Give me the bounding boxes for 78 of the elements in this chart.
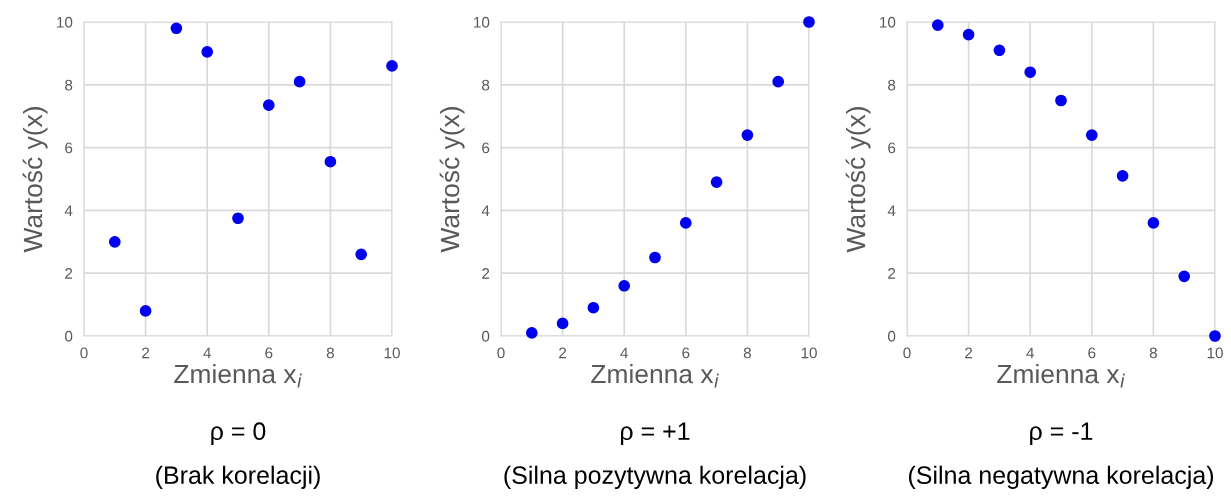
y-tick-label: 4	[887, 205, 896, 216]
x-tick-label: 8	[326, 347, 334, 359]
x-tick-label: 10	[1207, 347, 1223, 359]
y-tick-label: 8	[65, 79, 73, 91]
point	[741, 129, 754, 141]
point	[679, 217, 692, 229]
x-tick-label: 4	[620, 347, 628, 359]
y-tick-label: 4	[481, 205, 490, 216]
y-tick-label: 6	[482, 142, 490, 154]
x-tick-label: 6	[265, 347, 273, 359]
point	[618, 279, 631, 292]
point	[232, 212, 244, 225]
y-tick-label: 0	[481, 330, 490, 342]
point	[108, 235, 121, 248]
y-axis-title: Wartość y(x)	[439, 107, 465, 253]
y-tick-label: 8	[482, 79, 490, 91]
point	[931, 19, 944, 31]
point	[1055, 94, 1067, 107]
x-axis-title: Zmienna x$_{i}$	[174, 363, 302, 388]
point	[556, 317, 569, 330]
point	[201, 45, 214, 58]
x-tick-label: 10	[801, 347, 817, 359]
point	[1147, 217, 1160, 229]
point	[649, 251, 661, 264]
text: (Silna negatywna korelacja)	[909, 465, 1214, 489]
y-tick-label: 10	[474, 16, 490, 28]
y-tick-label: 0	[887, 330, 896, 342]
point	[1178, 270, 1191, 283]
point	[386, 60, 398, 72]
text: (Brak korelacji)	[156, 465, 320, 489]
y-tick-label: 2	[65, 268, 73, 279]
y-tick-label: 6	[888, 142, 896, 154]
text: ρ = -1	[1030, 422, 1093, 445]
point	[324, 155, 337, 168]
point	[293, 75, 306, 88]
point	[1085, 129, 1098, 141]
x-tick-label: 0	[497, 347, 505, 359]
point	[710, 176, 723, 188]
x-tick-label: 0	[903, 347, 911, 359]
y-tick-label: 10	[57, 16, 73, 28]
point	[587, 301, 600, 314]
point	[1024, 66, 1037, 79]
x-tick-label: 4	[1026, 347, 1034, 359]
text: ρ = +1	[621, 422, 690, 445]
point	[993, 44, 1006, 57]
point	[170, 22, 183, 35]
point	[139, 305, 152, 317]
y-tick-label: 2	[482, 268, 490, 279]
y-tick-label: 8	[888, 79, 896, 91]
x-axis-title: Zmienna x$_{i}$	[591, 363, 719, 388]
x-tick-label: 10	[384, 347, 400, 359]
point	[803, 16, 815, 28]
y-tick-label: 4	[64, 205, 73, 216]
x-tick-label: 2	[559, 347, 567, 359]
y-axis-title: Wartość y(x)	[22, 107, 48, 253]
point	[355, 248, 368, 261]
x-axis-title: Zmienna x$_{i}$	[997, 363, 1125, 388]
point	[962, 28, 975, 41]
point	[525, 327, 538, 339]
x-tick-label: 8	[743, 347, 751, 359]
x-tick-label: 6	[682, 347, 690, 359]
x-tick-label: 6	[1088, 347, 1096, 359]
y-axis-title: Wartość y(x)	[845, 107, 871, 253]
y-tick-label: 6	[65, 142, 73, 154]
y-tick-label: 10	[880, 16, 896, 28]
point	[772, 75, 785, 88]
point	[1116, 170, 1129, 182]
point	[262, 99, 275, 112]
text: ρ = 0	[211, 422, 266, 445]
y-tick-label: 0	[64, 330, 73, 342]
x-tick-label: 2	[965, 347, 973, 359]
y-tick-label: 2	[888, 268, 896, 279]
x-tick-label: 2	[142, 347, 150, 359]
x-tick-label: 8	[1149, 347, 1157, 359]
point	[1209, 330, 1221, 342]
text: (Silna pozytywna korelacja)	[504, 465, 806, 489]
x-tick-label: 0	[80, 347, 88, 359]
x-tick-label: 4	[203, 347, 211, 359]
